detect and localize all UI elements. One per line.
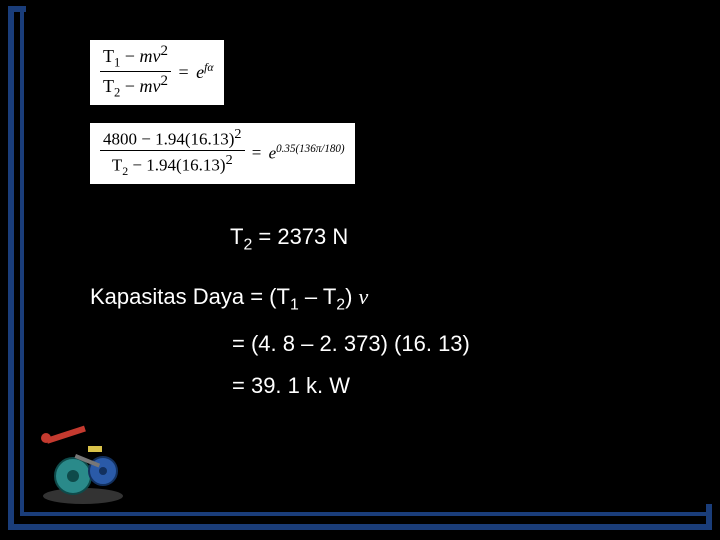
frame-line — [706, 504, 710, 516]
kapasitas-result: = 39. 1 k. W — [90, 373, 650, 399]
kapasitas-daya-line: Kapasitas Daya = (T1 – T2) v — [90, 284, 650, 314]
equals-sign: = — [249, 144, 265, 161]
equation-substituted: 4800 − 1.94(16.13)2 T2 − 1.94(16.13)2 = … — [90, 123, 355, 184]
eq2-rhs: e0.35(136π/180) — [269, 144, 345, 162]
equals-sign: = — [175, 63, 191, 81]
frame-line — [8, 6, 14, 530]
eq1-denominator: T2 − mv2 — [100, 72, 171, 99]
eq1-numerator: T1 − mv2 — [100, 44, 171, 72]
kapasitas-substituted: = (4. 8 – 2. 373) (16. 13) — [90, 331, 650, 357]
frame-line — [20, 6, 24, 516]
equation-general: T1 − mv2 T2 − mv2 = efα — [90, 40, 224, 105]
mechanical-illustration — [28, 416, 138, 506]
eq2-numerator: 4800 − 1.94(16.13)2 — [100, 127, 245, 151]
frame-line — [8, 524, 712, 530]
t2-result: T2 = 2373 N — [90, 224, 650, 254]
slide-content: T1 − mv2 T2 − mv2 = efα 4800 − 1.94(16.1… — [90, 40, 650, 399]
eq1-rhs: efα — [196, 62, 213, 81]
frame-line — [20, 512, 710, 516]
frame-line — [8, 6, 26, 12]
eq2-denominator: T2 − 1.94(16.13)2 — [100, 151, 245, 178]
